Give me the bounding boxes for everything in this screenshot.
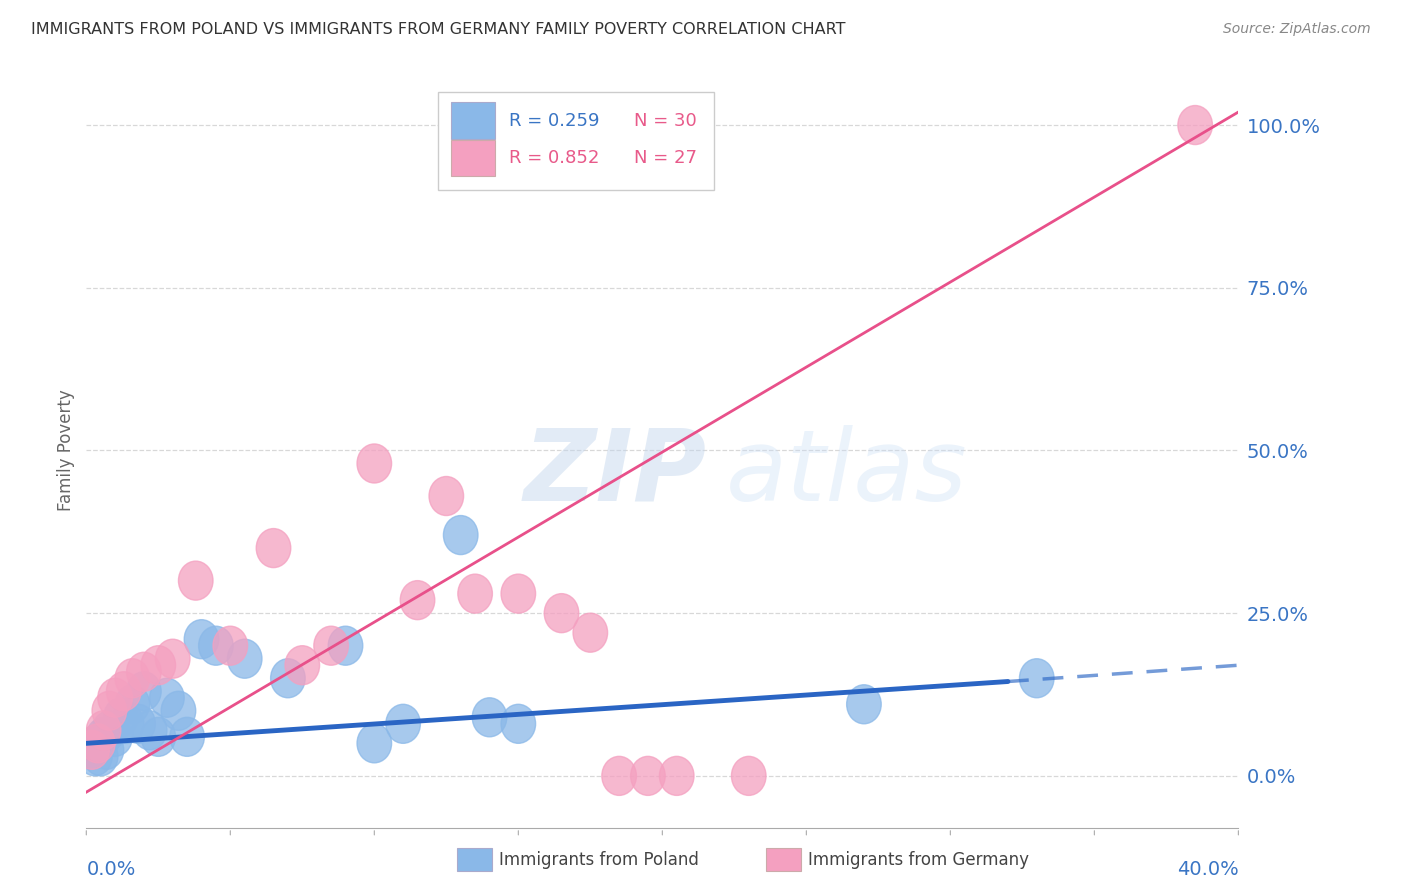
Ellipse shape xyxy=(429,476,464,516)
Ellipse shape xyxy=(141,717,176,756)
Ellipse shape xyxy=(472,698,506,737)
Ellipse shape xyxy=(602,756,637,796)
Ellipse shape xyxy=(256,529,291,567)
Ellipse shape xyxy=(179,561,214,600)
Ellipse shape xyxy=(127,652,162,691)
Text: R = 0.852: R = 0.852 xyxy=(509,149,599,168)
Ellipse shape xyxy=(89,731,124,770)
Ellipse shape xyxy=(401,581,434,620)
Text: IMMIGRANTS FROM POLAND VS IMMIGRANTS FROM GERMANY FAMILY POVERTY CORRELATION CHA: IMMIGRANTS FROM POLAND VS IMMIGRANTS FRO… xyxy=(31,22,845,37)
Ellipse shape xyxy=(357,723,392,763)
Ellipse shape xyxy=(91,691,127,731)
Ellipse shape xyxy=(574,613,607,652)
Ellipse shape xyxy=(86,711,121,750)
Ellipse shape xyxy=(270,658,305,698)
Ellipse shape xyxy=(141,646,176,685)
Ellipse shape xyxy=(132,711,167,750)
Ellipse shape xyxy=(659,756,695,796)
FancyBboxPatch shape xyxy=(437,92,714,190)
Ellipse shape xyxy=(443,516,478,555)
Ellipse shape xyxy=(731,756,766,796)
Ellipse shape xyxy=(107,672,141,711)
Text: N = 30: N = 30 xyxy=(634,112,696,129)
Ellipse shape xyxy=(121,705,156,743)
Ellipse shape xyxy=(77,737,112,776)
Ellipse shape xyxy=(98,678,132,717)
Ellipse shape xyxy=(357,444,392,483)
Ellipse shape xyxy=(80,723,115,763)
Y-axis label: Family Poverty: Family Poverty xyxy=(58,390,75,511)
Ellipse shape xyxy=(75,731,110,770)
Text: Immigrants from Poland: Immigrants from Poland xyxy=(499,851,699,869)
Text: 40.0%: 40.0% xyxy=(1177,861,1239,880)
Ellipse shape xyxy=(98,717,132,756)
Text: ZIP: ZIP xyxy=(524,425,707,522)
Ellipse shape xyxy=(75,731,110,770)
Ellipse shape xyxy=(314,626,349,665)
Ellipse shape xyxy=(104,698,138,737)
Ellipse shape xyxy=(115,685,149,723)
Ellipse shape xyxy=(328,626,363,665)
Ellipse shape xyxy=(115,658,149,698)
Ellipse shape xyxy=(170,717,204,756)
Text: Immigrants from Germany: Immigrants from Germany xyxy=(808,851,1029,869)
Ellipse shape xyxy=(501,574,536,613)
Text: atlas: atlas xyxy=(725,425,967,522)
Ellipse shape xyxy=(110,705,143,743)
Ellipse shape xyxy=(544,594,579,632)
Ellipse shape xyxy=(846,685,882,723)
Ellipse shape xyxy=(156,640,190,678)
Ellipse shape xyxy=(228,640,262,678)
Ellipse shape xyxy=(91,711,127,750)
Ellipse shape xyxy=(1019,658,1054,698)
Ellipse shape xyxy=(80,723,115,763)
Ellipse shape xyxy=(631,756,665,796)
Ellipse shape xyxy=(86,717,121,756)
Ellipse shape xyxy=(149,678,184,717)
Text: 0.0%: 0.0% xyxy=(86,861,135,880)
Ellipse shape xyxy=(458,574,492,613)
Ellipse shape xyxy=(214,626,247,665)
Ellipse shape xyxy=(83,737,118,776)
Text: R = 0.259: R = 0.259 xyxy=(509,112,599,129)
Ellipse shape xyxy=(1178,105,1212,145)
Ellipse shape xyxy=(127,672,162,711)
Ellipse shape xyxy=(501,705,536,743)
FancyBboxPatch shape xyxy=(451,140,495,177)
Ellipse shape xyxy=(162,691,195,731)
Ellipse shape xyxy=(184,620,219,658)
Text: Source: ZipAtlas.com: Source: ZipAtlas.com xyxy=(1223,22,1371,37)
Ellipse shape xyxy=(285,646,319,685)
FancyBboxPatch shape xyxy=(451,103,495,138)
Ellipse shape xyxy=(385,705,420,743)
Ellipse shape xyxy=(198,626,233,665)
Text: N = 27: N = 27 xyxy=(634,149,696,168)
